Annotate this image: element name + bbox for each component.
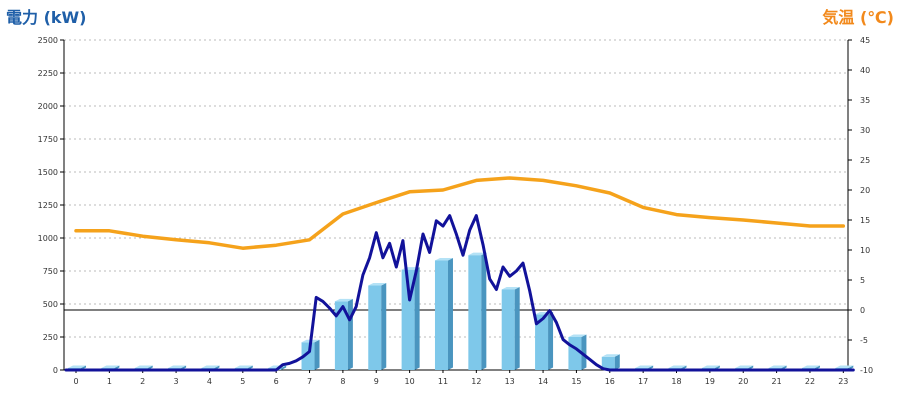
bar-front [501,289,515,370]
right-tick-label: 20 [860,186,870,195]
bar-front [434,260,448,370]
right-tick-label: 5 [860,276,865,285]
bar-side [381,283,387,370]
x-tick-label: 16 [605,377,615,386]
right-tick-label: 25 [860,156,870,165]
bar-top [668,365,687,369]
x-tick-label: 7 [307,377,312,386]
bar-top [601,354,620,357]
left-tick-label: 1250 [38,201,58,210]
bar-top [334,298,353,302]
bar-front [468,255,482,370]
right-tick-label: 45 [860,36,870,45]
bar-top [68,365,86,369]
bar-top [801,365,820,369]
bar-top [768,365,787,369]
right-tick-label: -10 [860,366,873,375]
bar-top [501,286,520,290]
bar-side [447,257,453,370]
bar-top [234,365,253,369]
bar-top [568,334,587,337]
bar-top [701,365,720,369]
x-tick-label: 6 [274,377,279,386]
bar-top [835,365,854,369]
x-tick-label: 3 [174,377,179,386]
left-tick-label: 2500 [38,36,58,45]
right-tick-label: 40 [860,66,870,75]
x-tick-label: 17 [638,377,648,386]
left-tick-label: 500 [43,300,58,309]
right-tick-label: 10 [860,246,870,255]
x-tick-label: 4 [207,377,212,386]
bar-top [101,365,120,369]
bar-side [614,354,620,370]
bar-top [635,365,654,369]
left-tick-label: 1000 [38,234,58,243]
right-tick-label: 35 [860,96,870,105]
x-tick-label: 19 [705,377,715,386]
bar-side [514,286,520,370]
right-tick-label: 0 [860,306,865,315]
x-tick-label: 10 [405,377,415,386]
left-tick-label: 1500 [38,168,58,177]
x-tick-label: 13 [505,377,515,386]
bar-side [481,252,487,370]
left-tick-label: 2250 [38,69,58,78]
x-tick-label: 2 [140,377,145,386]
right-axis-title: 気温 (℃) [822,8,894,27]
bar-front [601,356,615,370]
x-tick-label: 23 [838,377,848,386]
bar-front [334,301,348,370]
x-tick-label: 0 [73,377,78,386]
bar-side [414,267,420,370]
temperature-line [74,176,846,250]
left-axis-title: 電力 (kW) [6,8,87,27]
x-tick-label: 8 [340,377,345,386]
right-tick-label: 30 [860,126,870,135]
left-tick-label: 750 [43,267,58,276]
x-tick-label: 11 [438,377,448,386]
right-tick-label: 15 [860,216,870,225]
bar-top [468,252,487,256]
power-line [64,214,855,372]
bar-top [168,365,187,369]
x-tick-label: 15 [571,377,581,386]
x-tick-label: 1 [107,377,112,386]
left-tick-label: 2000 [38,102,58,111]
bar-side [548,312,554,370]
x-tick-label: 12 [471,377,481,386]
x-tick-label: 5 [240,377,245,386]
bar-top [434,257,453,261]
bar-side [347,298,353,370]
bar-top [368,283,387,286]
x-tick-label: 21 [772,377,782,386]
bar-side [281,365,287,370]
left-tick-label: 1750 [38,135,58,144]
bar-top [201,365,220,369]
bar-side [314,339,320,370]
bar-front [368,285,382,370]
left-tick-label: 0 [53,366,58,375]
right-tick-label: -5 [860,336,868,345]
bar-side [581,334,587,370]
left-tick-label: 250 [43,333,58,342]
bar-top [735,365,754,369]
bar-front [568,337,582,370]
x-tick-label: 22 [805,377,815,386]
x-tick-label: 9 [374,377,379,386]
x-tick-label: 20 [738,377,748,386]
bar-top [134,365,153,369]
x-tick-label: 18 [671,377,681,386]
x-tick-label: 14 [538,377,548,386]
bar-front [535,314,549,370]
